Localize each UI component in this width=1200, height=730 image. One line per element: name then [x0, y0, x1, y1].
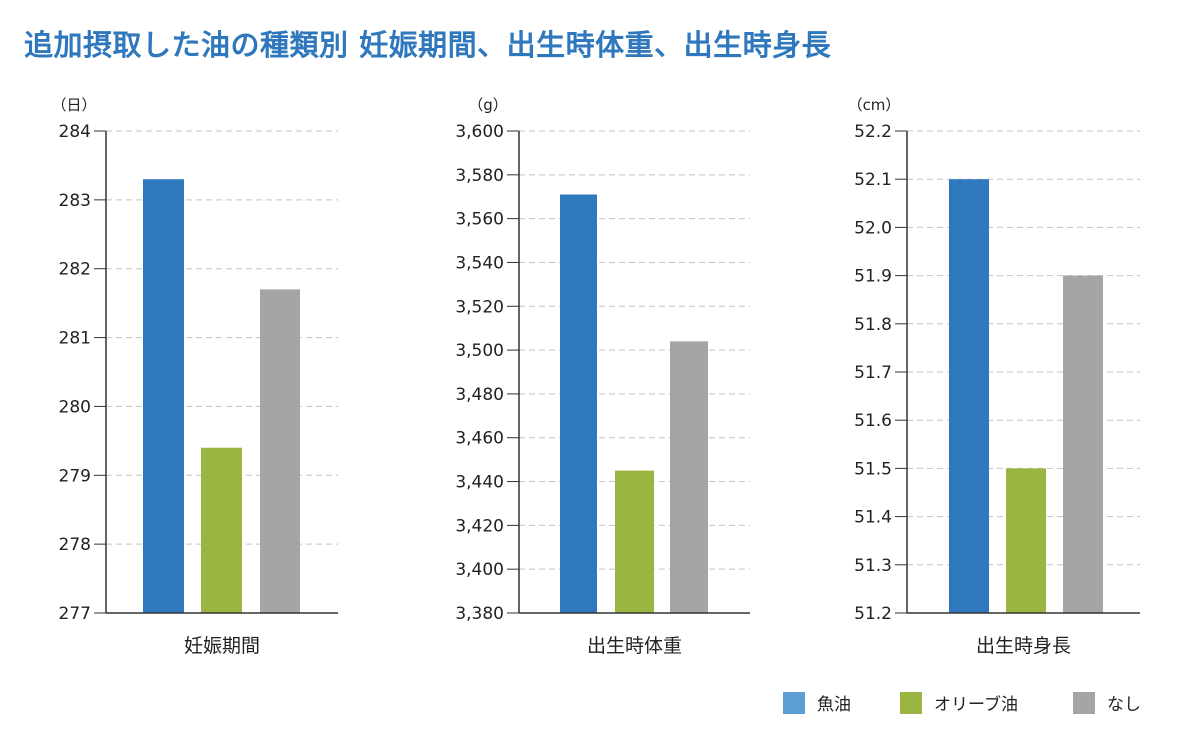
- y-tick-label: 3,600: [455, 122, 504, 142]
- legend-item-none: なし: [1073, 690, 1141, 715]
- legend-swatch: [783, 691, 805, 714]
- y-tick-label: 51.8: [854, 315, 892, 335]
- y-unit-label: （g）: [468, 96, 508, 114]
- y-tick-label: 3,420: [455, 516, 504, 536]
- y-tick-label: 51.4: [854, 508, 892, 528]
- y-tick-label: 279: [59, 466, 91, 486]
- x-category-label: 出生時身長: [976, 635, 1071, 657]
- bar-olive-oil: [1006, 468, 1046, 613]
- y-tick-label: 3,540: [455, 253, 504, 273]
- bar-fish-oil: [560, 194, 597, 613]
- y-tick-label: 3,380: [455, 604, 504, 624]
- y-tick-label: 282: [59, 260, 91, 280]
- bar-fish-oil: [949, 179, 989, 613]
- y-tick-label: 52.2: [854, 122, 892, 142]
- y-tick-label: 51.9: [854, 267, 892, 287]
- y-tick-label: 3,460: [455, 429, 504, 449]
- bar-none: [260, 289, 300, 613]
- bar-fish-oil: [143, 179, 184, 613]
- y-tick-label: 3,480: [455, 385, 504, 405]
- y-tick-label: 283: [59, 191, 91, 211]
- y-tick-label: 3,580: [455, 166, 504, 186]
- y-tick-label: 280: [59, 397, 91, 417]
- y-tick-label: 51.7: [854, 363, 892, 383]
- y-tick-label: 51.6: [854, 411, 892, 431]
- y-tick-label: 51.2: [854, 604, 892, 624]
- legend-swatch: [1073, 691, 1095, 714]
- y-tick-label: 3,440: [455, 473, 504, 493]
- chart-title: 追加摂取した油の種類別 妊娠期間、出生時体重、出生時身長: [24, 28, 832, 62]
- x-category-label: 出生時体重: [587, 635, 682, 657]
- y-tick-label: 51.5: [854, 459, 892, 479]
- legend-label: なし: [1107, 695, 1141, 715]
- legend-item-olive-oil: オリーブ油: [900, 690, 1018, 715]
- bar-olive-oil: [615, 470, 654, 613]
- y-tick-label: 281: [59, 329, 91, 349]
- y-tick-label: 277: [59, 604, 91, 624]
- y-tick-label: 284: [59, 122, 91, 142]
- bar-none: [670, 341, 708, 613]
- legend-label: オリーブ油: [934, 695, 1018, 715]
- y-tick-label: 52.0: [854, 218, 892, 238]
- y-tick-label: 3,520: [455, 297, 504, 317]
- x-category-label: 妊娠期間: [184, 635, 260, 657]
- y-tick-label: 51.3: [854, 556, 892, 576]
- legend-item-fish-oil: 魚油: [783, 690, 851, 715]
- y-tick-label: 3,560: [455, 210, 504, 230]
- y-unit-label: （日）: [51, 96, 96, 114]
- y-unit-label: （cm）: [848, 96, 901, 114]
- y-tick-label: 52.1: [854, 170, 892, 190]
- y-tick-label: 3,400: [455, 560, 504, 580]
- legend-swatch: [900, 691, 922, 714]
- bar-olive-oil: [201, 447, 242, 613]
- y-tick-label: 3,500: [455, 341, 504, 361]
- bar-none: [1063, 275, 1103, 613]
- y-tick-label: 278: [59, 535, 91, 555]
- legend-label: 魚油: [817, 695, 851, 715]
